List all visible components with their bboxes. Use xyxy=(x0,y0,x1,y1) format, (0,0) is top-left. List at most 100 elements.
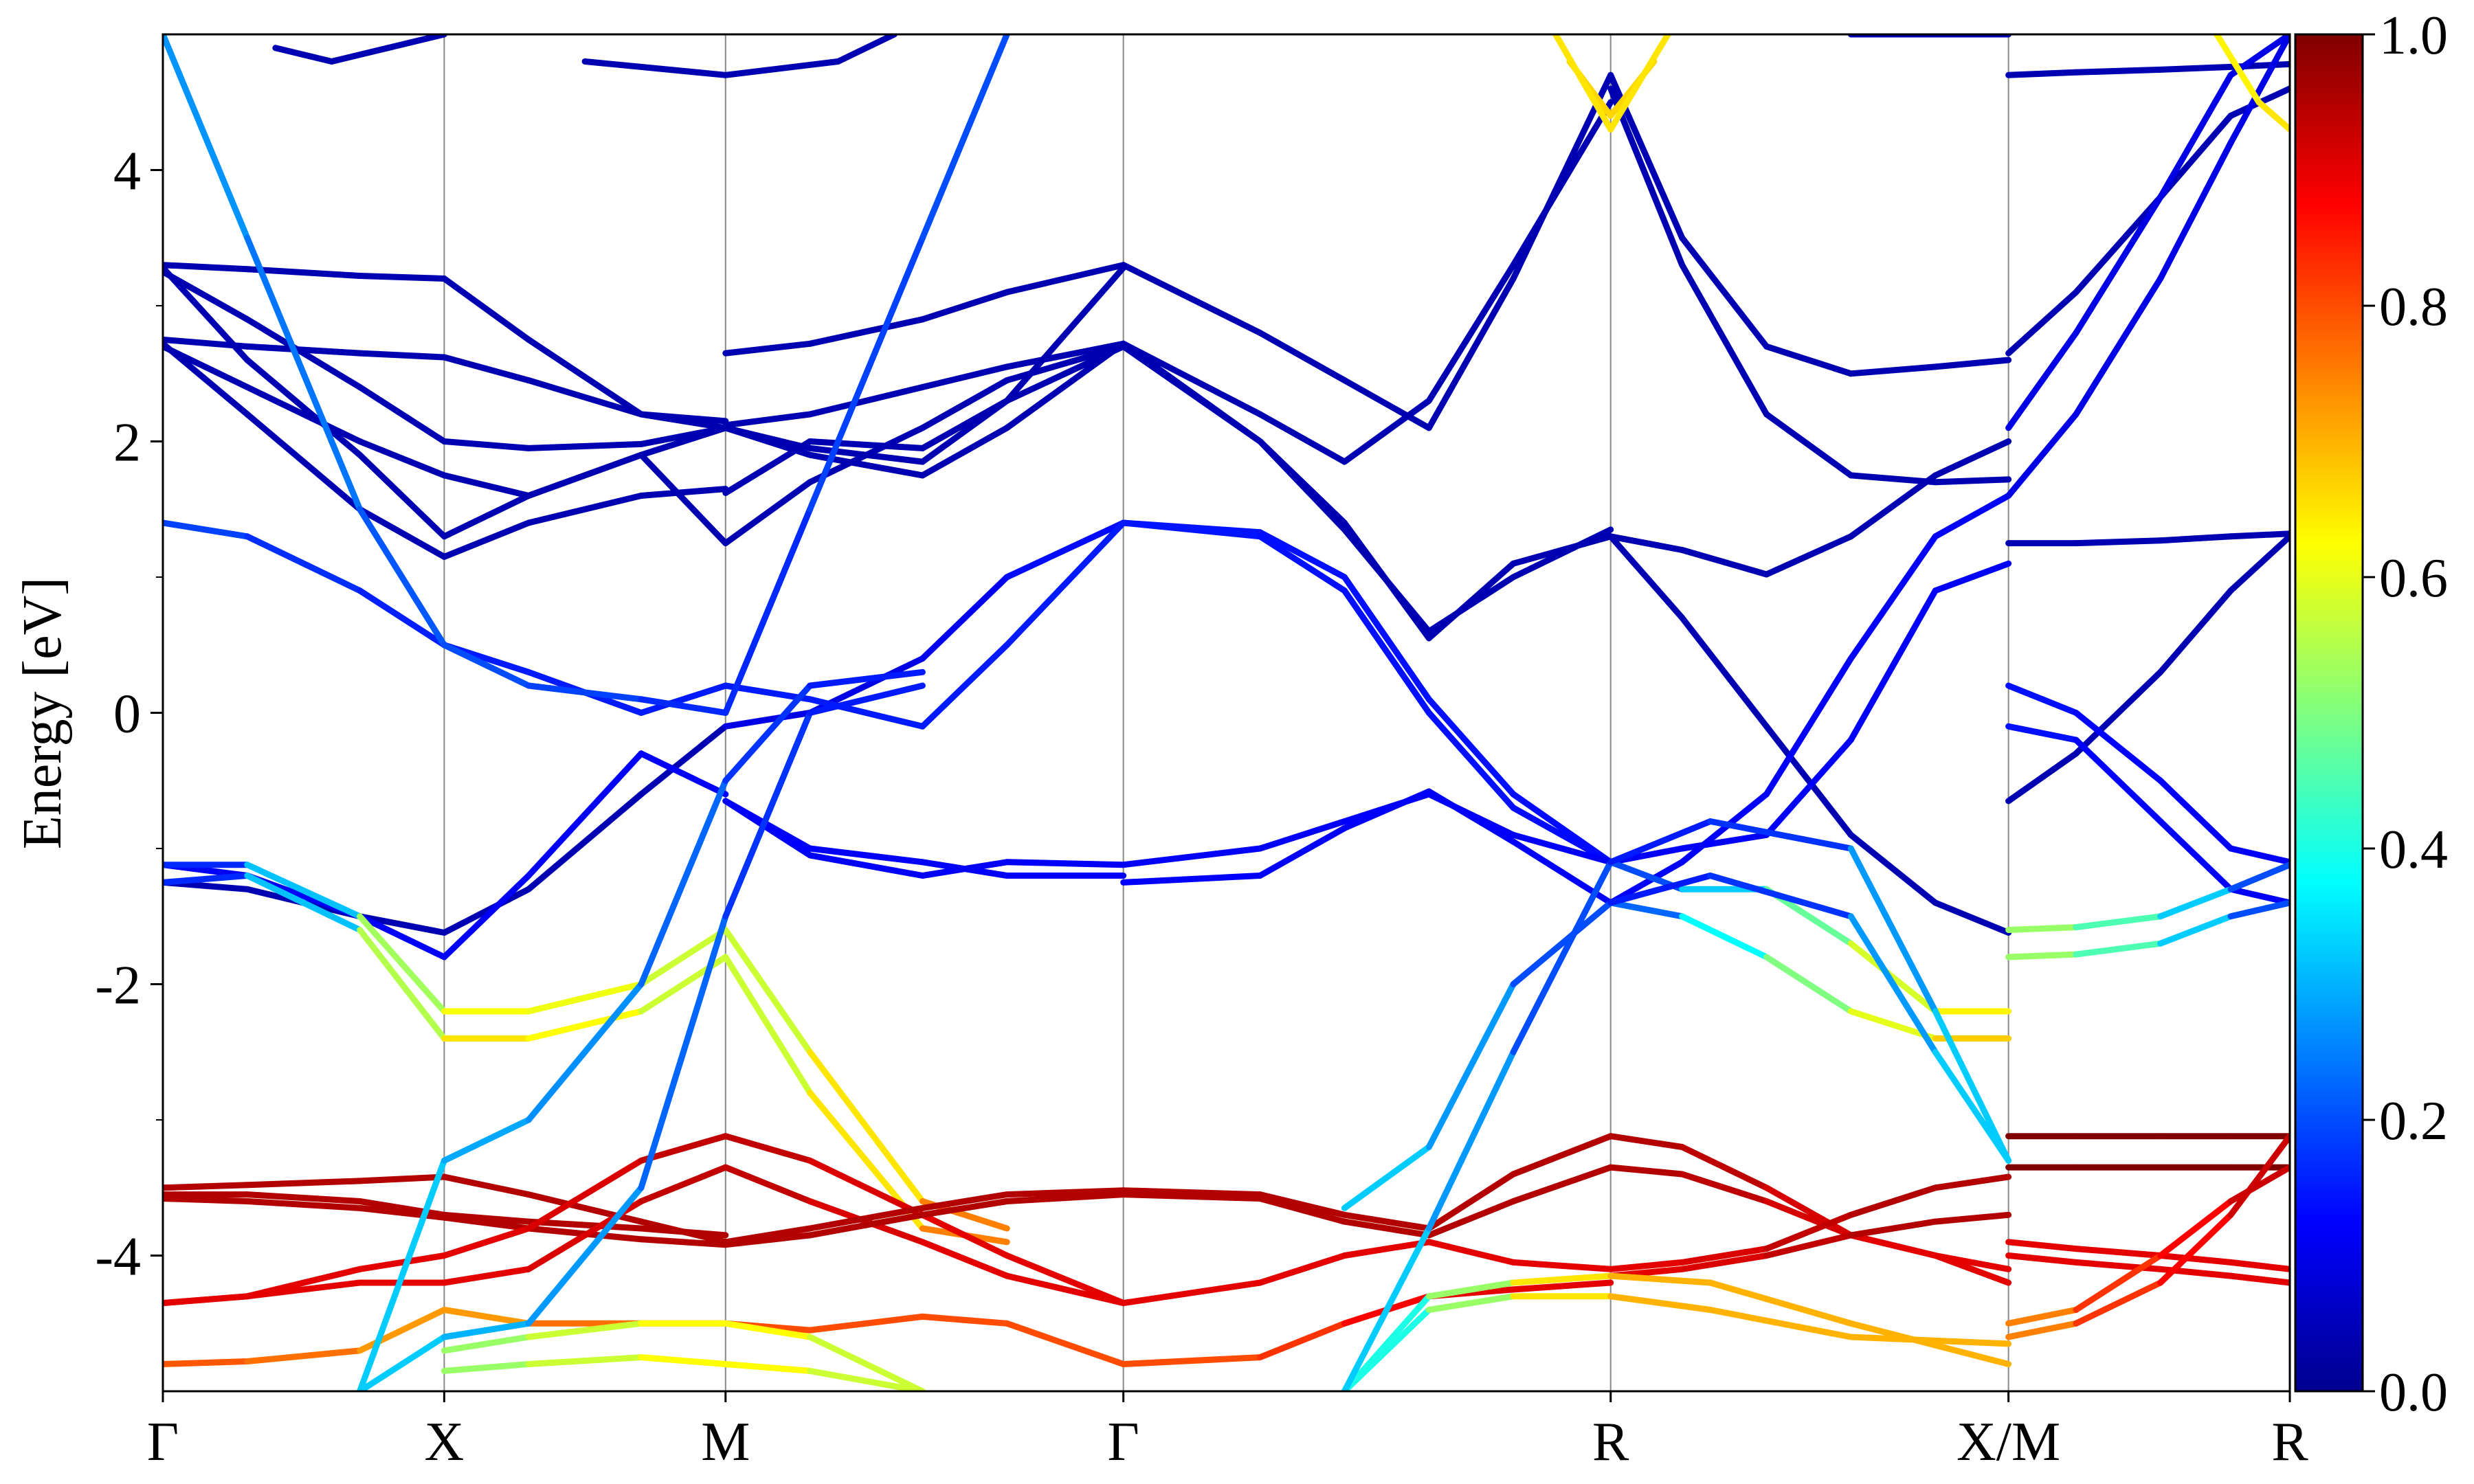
band-segment xyxy=(441,1116,532,1164)
band-segment xyxy=(244,533,364,594)
band-segment xyxy=(1847,1232,1939,1259)
band xyxy=(441,1320,926,1391)
band-segment xyxy=(1679,1144,1770,1191)
band-segment xyxy=(2005,750,2080,805)
band-segment xyxy=(357,913,447,960)
band xyxy=(1120,1239,1614,1307)
x-tick-label: X/M xyxy=(1957,1412,2060,1472)
band-segment xyxy=(525,440,645,451)
band-segment xyxy=(1763,343,1854,377)
band-segment xyxy=(1932,899,2012,936)
band-segment xyxy=(2157,71,2234,201)
band-segment xyxy=(357,927,447,1042)
band-segment xyxy=(1003,1187,1127,1198)
band xyxy=(441,1354,926,1391)
band-segment xyxy=(1847,472,1939,486)
band-segment xyxy=(244,234,364,513)
band xyxy=(722,1133,1127,1307)
band-segment xyxy=(385,34,447,52)
band-segment xyxy=(1932,476,2012,486)
band-segment xyxy=(1425,1048,1517,1232)
band-segment xyxy=(525,336,645,418)
band-segment xyxy=(722,58,841,78)
band-segment xyxy=(919,1191,1010,1211)
band xyxy=(1341,873,2012,1211)
band xyxy=(2005,530,2290,547)
band-segment xyxy=(638,750,729,798)
band-segment xyxy=(357,1173,447,1184)
band-segment xyxy=(835,34,898,65)
band-segment xyxy=(2227,862,2290,892)
band xyxy=(2005,533,2290,805)
band xyxy=(272,34,447,65)
band-segment xyxy=(722,1164,814,1204)
band xyxy=(1607,438,2012,578)
band-segment xyxy=(244,384,364,445)
band xyxy=(163,519,729,716)
band-segment xyxy=(2005,924,2080,933)
band-segment xyxy=(1510,831,1614,866)
band-segment xyxy=(2227,533,2290,594)
band-segment xyxy=(163,34,251,241)
band-segment xyxy=(1003,1191,1127,1204)
band-segment xyxy=(2073,194,2164,295)
band-segment xyxy=(1932,1048,2012,1164)
band-segment xyxy=(1510,899,1614,987)
x-tick-label: R xyxy=(1592,1412,1629,1472)
band-segment xyxy=(1932,493,2012,540)
band-segment xyxy=(1679,1246,1770,1266)
band xyxy=(1341,1293,2012,1391)
band-segment xyxy=(2073,913,2164,931)
band-segment xyxy=(638,1354,729,1367)
band-segment xyxy=(1003,1252,1127,1307)
band-segment xyxy=(525,1184,645,1327)
band xyxy=(722,1187,1127,1246)
band-segment xyxy=(919,34,1010,241)
band-segment xyxy=(1257,1195,1348,1225)
band-segment xyxy=(1679,234,1770,350)
band-segment xyxy=(807,384,926,418)
band-segment xyxy=(1120,1354,1264,1367)
band-segment xyxy=(807,1313,926,1334)
band-segment xyxy=(1932,438,2012,479)
band-segment xyxy=(2227,530,2290,540)
band-segment xyxy=(441,354,532,384)
band-segment xyxy=(1763,1232,1854,1259)
band-segment xyxy=(525,981,645,1123)
band xyxy=(1607,1133,2012,1272)
band-segment xyxy=(2005,951,2080,960)
band-segment xyxy=(2227,1164,2290,1204)
band-segment xyxy=(2157,913,2234,947)
band-segment xyxy=(357,438,447,479)
band-segment xyxy=(722,479,814,547)
y-tick-label: 4 xyxy=(113,142,141,202)
band-segment xyxy=(2157,533,2234,544)
band-segment xyxy=(357,384,447,445)
band-segment xyxy=(525,791,645,892)
band-segment xyxy=(244,316,364,390)
band-segment xyxy=(1679,614,1770,730)
band-segment xyxy=(2227,845,2290,866)
band-segment xyxy=(441,1334,532,1354)
colorbar-tick-label: 0.0 xyxy=(2379,1362,2448,1423)
band-segment xyxy=(2227,899,2290,920)
band-segment xyxy=(638,696,729,716)
band-segment xyxy=(1425,262,1517,404)
band-segment xyxy=(1510,1272,1614,1286)
band-segment xyxy=(722,1232,814,1248)
band-segment xyxy=(807,445,926,465)
band-segment xyxy=(2157,139,2234,282)
band-segment xyxy=(919,289,1010,323)
band-segment xyxy=(1763,655,1854,798)
band-segment xyxy=(1257,818,1348,852)
band-segment xyxy=(1763,723,1854,838)
band-segment xyxy=(1932,1173,2012,1191)
band-segment xyxy=(722,798,814,859)
band xyxy=(1120,340,1614,635)
band-segment xyxy=(1679,1252,1770,1272)
band-segment xyxy=(722,506,814,716)
band-segment xyxy=(441,642,532,689)
colorbar-tick-label: 0.6 xyxy=(2379,548,2448,609)
band-segment xyxy=(1607,1259,1686,1272)
band-segment xyxy=(2005,1252,2080,1266)
